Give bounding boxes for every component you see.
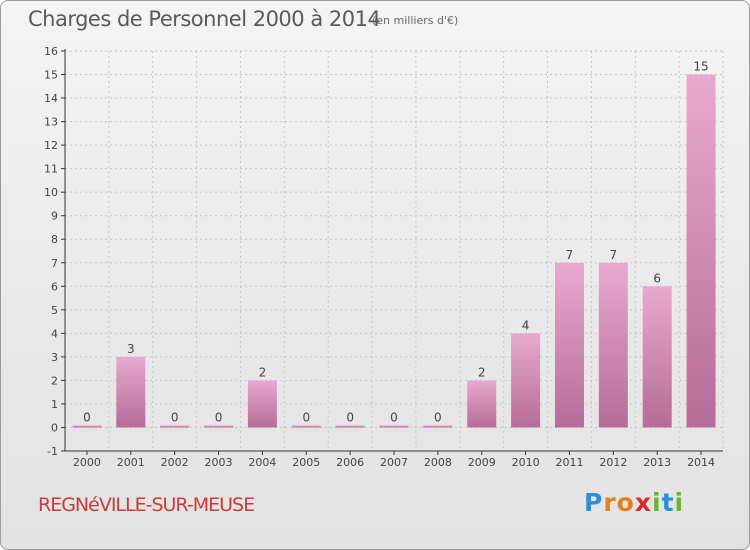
- y-tick-label: 9: [51, 210, 58, 223]
- logo-letter: t: [661, 488, 675, 517]
- data-label: 0: [346, 410, 354, 424]
- data-label: 0: [390, 410, 398, 424]
- bar: [467, 380, 497, 428]
- y-tick-label: 11: [44, 163, 58, 176]
- x-tick-label: 2005: [292, 456, 320, 469]
- logo-letter: P: [584, 488, 604, 517]
- x-tick-label: 2009: [468, 456, 496, 469]
- data-label: 0: [302, 410, 310, 424]
- y-tick-label: 1: [51, 398, 58, 411]
- y-tick-label: 12: [44, 139, 58, 152]
- data-label: 0: [215, 410, 223, 424]
- x-tick-label: 2000: [73, 456, 101, 469]
- data-label: 15: [693, 60, 708, 74]
- chart-subtitle: (en milliers d'€): [372, 14, 459, 27]
- y-tick-label: 0: [51, 421, 58, 434]
- y-tick-label: -1: [47, 445, 58, 458]
- data-label: 0: [83, 410, 91, 424]
- logo-letter: r: [603, 488, 617, 517]
- bar: [291, 425, 321, 428]
- x-tick-label: 2013: [643, 456, 671, 469]
- y-tick-label: 10: [44, 186, 58, 199]
- logo-letter: i: [652, 488, 662, 517]
- data-label: 2: [478, 365, 486, 379]
- data-label: 0: [434, 410, 442, 424]
- x-tick-label: 2011: [555, 456, 583, 469]
- commune-name: REGNéVILLE-SUR-MEUSE: [38, 494, 255, 516]
- y-tick-label: 13: [44, 116, 58, 129]
- bar: [379, 425, 409, 428]
- y-tick-label: 3: [51, 351, 58, 364]
- bar: [72, 425, 102, 428]
- x-tick-label: 2008: [424, 456, 452, 469]
- bar: [247, 380, 277, 428]
- y-tick-label: 2: [51, 374, 58, 387]
- data-label: 2: [259, 365, 267, 379]
- data-label: 0: [171, 410, 179, 424]
- data-label: 7: [610, 248, 618, 262]
- x-tick-label: 2002: [161, 456, 189, 469]
- bar: [116, 356, 146, 428]
- data-label: 6: [653, 271, 661, 285]
- y-tick-label: 14: [44, 92, 58, 105]
- y-tick-label: 15: [44, 69, 58, 82]
- y-tick-label: 6: [51, 280, 58, 293]
- y-tick-label: 5: [51, 304, 58, 317]
- x-tick-label: 2001: [117, 456, 145, 469]
- x-tick-label: 2012: [599, 456, 627, 469]
- x-tick-label: 2014: [687, 456, 715, 469]
- x-tick-label: 2010: [512, 456, 540, 469]
- bar: [423, 425, 453, 428]
- logo-letter: x: [634, 488, 652, 517]
- bar: [511, 333, 541, 428]
- data-label: 3: [127, 342, 135, 356]
- logo-letter: o: [616, 488, 635, 517]
- x-tick-label: 2004: [248, 456, 276, 469]
- bar: [642, 286, 672, 428]
- bar: [686, 74, 716, 428]
- x-tick-label: 2003: [205, 456, 233, 469]
- bar: [204, 425, 234, 428]
- y-tick-label: 4: [51, 327, 58, 340]
- bar: [335, 425, 365, 428]
- proxiti-logo: Proxiti: [584, 488, 684, 517]
- logo-letter: i: [674, 488, 685, 517]
- x-tick-label: 2006: [336, 456, 364, 469]
- bar: [160, 425, 190, 428]
- data-label: 7: [566, 248, 574, 262]
- x-tick-label: 2007: [380, 456, 408, 469]
- data-label: 4: [522, 318, 530, 332]
- bar: [554, 262, 584, 428]
- y-tick-label: 8: [51, 233, 58, 246]
- bar: [598, 262, 628, 428]
- chart-title: Charges de Personnel 2000 à 2014: [28, 7, 381, 31]
- y-tick-label: 16: [44, 45, 58, 58]
- y-tick-label: 7: [51, 257, 58, 270]
